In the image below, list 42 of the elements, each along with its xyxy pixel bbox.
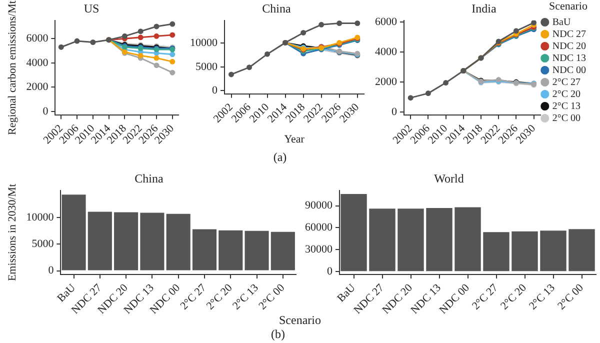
legend-title: Scenario <box>548 0 588 12</box>
y-tick-label: 30000 <box>305 244 333 256</box>
x-tick-label: 2°C 00 <box>556 282 586 312</box>
y-tick-label: 0 <box>42 105 49 118</box>
y-tick-label: 0 <box>212 84 218 96</box>
y-axis-title: Regional carbon emissions/Mt <box>6 0 18 135</box>
chart-title: US <box>84 1 100 16</box>
y-tick-label: 0 <box>327 265 333 278</box>
y-tick-label: 0 <box>48 264 54 277</box>
y-tick-label: 6000 <box>375 16 398 28</box>
chart-title: China <box>134 171 164 186</box>
y-axis-title: Emissions in 2030/Mt <box>6 184 18 282</box>
x-axis-title: Year <box>284 133 305 146</box>
x-tick-label: 2°C 20 <box>498 282 530 312</box>
y-tick-label: 5000 <box>32 238 54 250</box>
x-tick-label: 2°C 13 <box>527 282 558 312</box>
y-tick-label: 60000 <box>305 222 333 234</box>
x-tick-label: 2°C 27 <box>470 282 501 312</box>
legend-label: NDC 20 <box>552 40 586 52</box>
y-tick-label: 4000 <box>375 46 398 58</box>
chart-title: World <box>434 171 464 186</box>
text: (a) <box>273 150 287 165</box>
y-tick-label: 0 <box>392 106 398 118</box>
y-tick-label: 4000 <box>26 56 49 69</box>
y-tick-label: 5000 <box>196 60 218 73</box>
legend-label: 2°C 27 <box>552 76 581 88</box>
x-axis-title: Scenario <box>279 313 321 328</box>
chart-title: India <box>472 1 497 16</box>
y-tick-label: 10000 <box>26 211 54 224</box>
y-tick-label: 2000 <box>375 76 398 88</box>
y-tick-label: 10000 <box>190 37 218 50</box>
text: (b) <box>271 327 285 342</box>
chart-title: China <box>262 1 292 16</box>
legend-label: NDC 00 <box>552 64 586 76</box>
legend-label: NDC 13 <box>552 52 586 64</box>
y-tick-label: 90000 <box>305 200 333 212</box>
x-tick-label: 2°C 00 <box>256 282 288 312</box>
legend-label: 2°C 20 <box>552 88 581 100</box>
legend-label: NDC 27 <box>552 28 586 40</box>
legend-label: BaU <box>552 16 572 28</box>
y-tick-label: 6000 <box>26 32 49 45</box>
y-tick-label: 2000 <box>26 81 49 94</box>
